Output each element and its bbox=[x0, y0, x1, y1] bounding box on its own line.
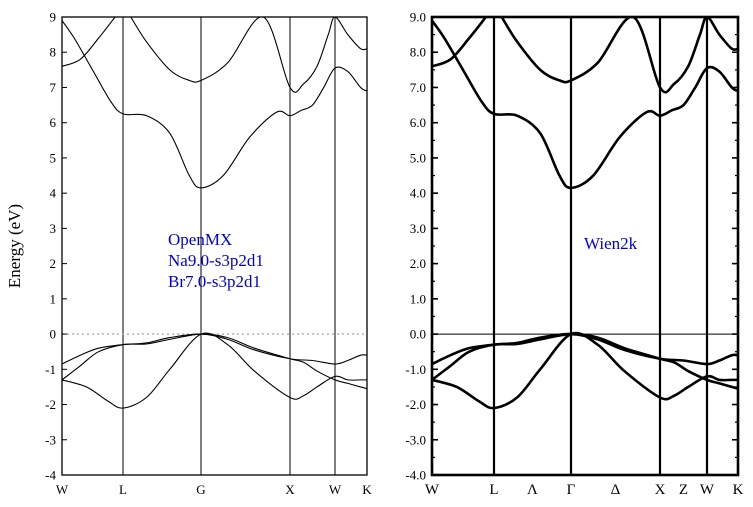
chart-panel-1: -4 -3 -2 -1 0 1 2 3 4 5 6 7 8 9 W L G X W K Energy (eV) OpenM… bbox=[5, 10, 372, 498]
x-tick-label: Δ bbox=[611, 482, 621, 498]
annotation-line: OpenMX bbox=[168, 230, 232, 249]
band-line-5 bbox=[432, 331, 738, 410]
x-tick-label: W bbox=[425, 482, 440, 498]
x-tick-label: K bbox=[362, 482, 372, 497]
y-tick-label: 8.0 bbox=[410, 45, 426, 60]
y-tick-label: 9.0 bbox=[410, 10, 426, 25]
x-tick-label: X bbox=[285, 482, 295, 497]
x-tick-label: Γ bbox=[567, 482, 576, 498]
annotation-line: Wien2k bbox=[584, 234, 638, 253]
y-tick-label: 7 bbox=[50, 80, 57, 95]
y-tick-label: 1.0 bbox=[410, 291, 426, 306]
y-tick-label: -2 bbox=[45, 397, 56, 412]
y-tick-label: 0 bbox=[50, 327, 57, 342]
bands bbox=[432, 17, 738, 410]
x-tick-label: K bbox=[733, 482, 744, 498]
band-line-1 bbox=[432, 17, 487, 68]
y-tick-label: -1 bbox=[45, 362, 56, 377]
y-tick-label: 2.0 bbox=[410, 256, 426, 271]
y-tick-label: 3.0 bbox=[410, 221, 426, 236]
chart-panel-2: -4.0 -3.0 -2.0 -1.0 0.0 1.0 2.0 3.0 4.0 5.0 6.0 7.0… bbox=[405, 10, 743, 499]
y-tick-label: 7.0 bbox=[410, 80, 426, 95]
band-line-3 bbox=[130, 17, 367, 93]
y-tick-label: 2 bbox=[50, 256, 57, 271]
y-tick-label: 6.0 bbox=[410, 115, 426, 130]
x-tick-label: X bbox=[655, 482, 666, 498]
y-tick-label: 5.0 bbox=[410, 150, 426, 165]
y-tick-label: 9 bbox=[50, 10, 57, 25]
band-line-6 bbox=[432, 332, 738, 390]
y-tick-label: -2.0 bbox=[405, 397, 426, 412]
x-tick-label: L bbox=[489, 482, 498, 498]
x-tick-label: W bbox=[700, 482, 715, 498]
y-tick-label: 5 bbox=[50, 150, 57, 165]
y-tick-label: -1.0 bbox=[405, 362, 426, 377]
x-tick-label: Z bbox=[679, 482, 688, 498]
y-axis-label: Energy (eV) bbox=[5, 204, 24, 288]
y-tick-label: 4 bbox=[50, 186, 57, 201]
annotation-line: Br7.0-s3p2d1 bbox=[168, 272, 261, 291]
y-tick-label: -4.0 bbox=[405, 468, 426, 483]
x-tick-label: Λ bbox=[527, 482, 538, 498]
band-line-2 bbox=[432, 19, 738, 190]
band-line-3 bbox=[500, 17, 738, 94]
plot-frame bbox=[61, 16, 368, 476]
y-tick-label: 8 bbox=[50, 45, 57, 60]
y-tick-label: 3 bbox=[50, 221, 57, 236]
band-line-5 bbox=[62, 332, 367, 409]
y-tick-label: -3.0 bbox=[405, 432, 426, 447]
y-tick-label: -3 bbox=[45, 432, 56, 447]
band-line-4 bbox=[432, 332, 738, 366]
x-tick-label: W bbox=[56, 482, 69, 497]
band-line-6 bbox=[62, 333, 367, 390]
annotation-line: Na9.0-s3p2d1 bbox=[168, 251, 264, 270]
band-line-2 bbox=[62, 20, 367, 189]
y-tick-label: 6 bbox=[50, 115, 57, 130]
x-tick-label: L bbox=[119, 482, 127, 497]
x-tick-label: G bbox=[196, 482, 205, 497]
y-tick-label: -4 bbox=[45, 468, 56, 483]
y-tick-label: 1 bbox=[50, 291, 57, 306]
bands bbox=[62, 17, 367, 409]
y-tick-label: 0.0 bbox=[410, 327, 426, 342]
x-tick-label: W bbox=[329, 482, 342, 497]
band-line-1 bbox=[62, 17, 116, 67]
band-line-4 bbox=[62, 333, 367, 365]
y-tick-label: 4.0 bbox=[410, 186, 426, 201]
